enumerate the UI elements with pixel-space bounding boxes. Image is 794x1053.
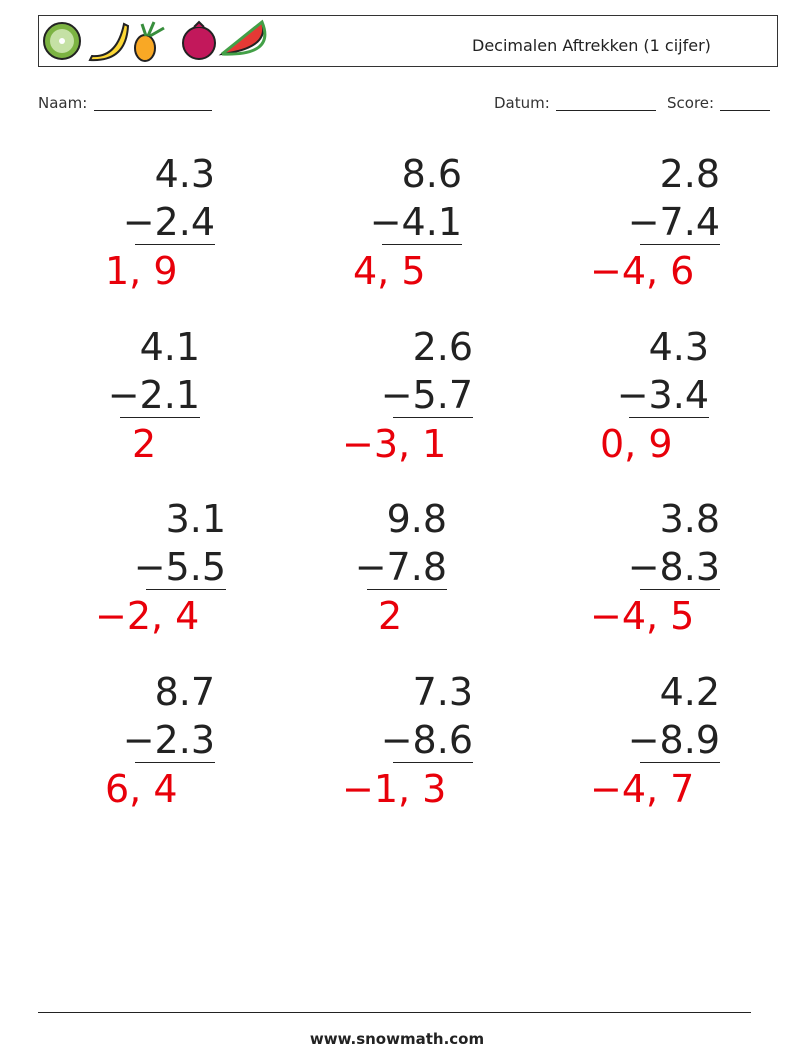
footer: www.snowmath.com [309, 1030, 485, 1048]
answer-line [120, 416, 200, 418]
score-label: Score: [667, 94, 715, 112]
answer-line [640, 244, 720, 245]
answer: −1, 3 [342, 766, 447, 811]
answer: 1, 9 [105, 249, 178, 293]
minuend: 4.3 [154, 152, 215, 196]
answer: 6, 4 [105, 766, 178, 811]
subtrahend: −2.4 [122, 200, 215, 244]
header-box [38, 15, 778, 67]
subtrahend: −5.7 [380, 372, 473, 417]
answer: −4, 5 [590, 594, 695, 638]
minuend: 3.1 [165, 497, 226, 541]
subtrahend: −8.6 [380, 717, 473, 762]
minuend: 2.6 [412, 324, 473, 369]
subtrahend: −7.4 [627, 200, 720, 244]
subtrahend: −4.1 [369, 200, 462, 244]
minuend: 2.8 [659, 152, 720, 196]
answer: −3, 1 [342, 421, 447, 466]
title: Decimalen Aftrekken (1 cijfer) [472, 36, 711, 55]
subtrahend: −8.9 [627, 717, 720, 762]
minuend: 3.8 [659, 497, 720, 541]
answer-line [640, 761, 720, 763]
answer-line [146, 589, 226, 590]
subtrahend: −2.3 [122, 717, 215, 762]
answer-line [393, 761, 473, 763]
minuend: 7.3 [412, 669, 473, 714]
answer: −4, 6 [590, 249, 695, 293]
answer-line [382, 244, 462, 245]
minuend: 4.1 [139, 324, 200, 369]
answer: −4, 7 [590, 766, 695, 811]
name-line [94, 110, 212, 111]
subtrahend: −3.4 [616, 372, 709, 417]
date-label: Datum: [494, 94, 550, 112]
answer: 2 [132, 421, 157, 466]
minuend: 8.7 [154, 669, 215, 714]
footer-line [38, 1012, 751, 1013]
answer: 4, 5 [353, 249, 426, 293]
minuend: 9.8 [386, 497, 447, 541]
answer-line [640, 589, 720, 590]
minuend: 4.3 [648, 324, 709, 369]
answer: 2 [378, 594, 403, 638]
subtrahend: −8.3 [627, 545, 720, 589]
minuend: 8.6 [401, 152, 462, 196]
minuend: 4.2 [659, 669, 720, 714]
answer-line [367, 589, 447, 590]
answer: 0, 9 [600, 421, 673, 466]
answer-line [135, 761, 215, 763]
answer: −2, 4 [95, 594, 200, 638]
subtrahend: −7.8 [354, 545, 447, 589]
name-label: Naam: [38, 94, 88, 112]
answer-line [393, 416, 473, 418]
score-line [720, 110, 770, 111]
answer-line [629, 416, 709, 418]
date-line [556, 110, 656, 111]
fruit-icons [43, 19, 267, 62]
answer-line [135, 244, 215, 245]
subtrahend: −2.1 [107, 372, 200, 417]
subtrahend: −5.5 [133, 545, 226, 589]
